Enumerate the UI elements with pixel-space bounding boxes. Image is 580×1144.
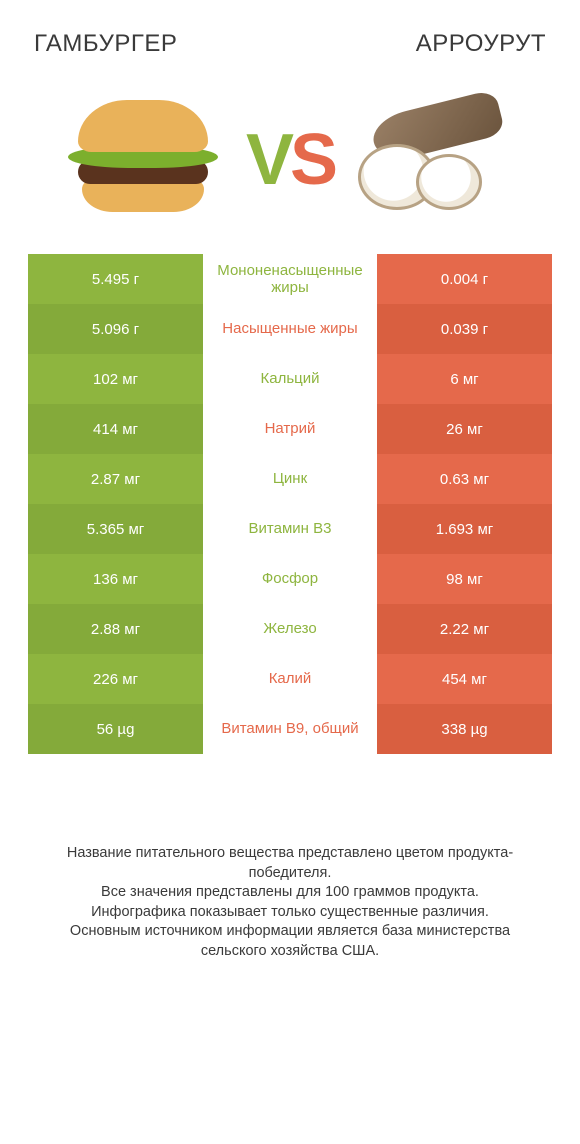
right-value: 98 мг [377, 554, 552, 604]
table-row: 2.88 мгЖелезо2.22 мг [28, 604, 552, 654]
right-value: 0.004 г [377, 254, 552, 304]
nutrient-label: Фосфор [203, 554, 377, 604]
left-value: 136 мг [28, 554, 203, 604]
nutrition-table: 5.495 гМононенасыщенные жиры0.004 г5.096… [28, 254, 552, 754]
versus-row: VS [28, 76, 552, 254]
right-value: 454 мг [377, 654, 552, 704]
right-value: 1.693 мг [377, 504, 552, 554]
footnote-line: Название питательного вещества представл… [67, 845, 513, 881]
footnote-line: Все значения представлены для 100 граммо… [101, 884, 479, 900]
table-row: 136 мгФосфор98 мг [28, 554, 552, 604]
right-food-title: АРРОУРУТ [416, 30, 546, 58]
right-value: 6 мг [377, 354, 552, 404]
nutrient-label: Кальций [203, 354, 377, 404]
table-row: 226 мгКалий454 мг [28, 654, 552, 704]
left-value: 2.87 мг [28, 454, 203, 504]
right-value: 2.22 мг [377, 604, 552, 654]
right-value: 0.039 г [377, 304, 552, 354]
table-row: 5.495 гМононенасыщенные жиры0.004 г [28, 254, 552, 304]
footnote-line: Основным источником информации является … [70, 923, 510, 959]
left-value: 414 мг [28, 404, 203, 454]
right-value: 338 µg [377, 704, 552, 754]
nutrient-label: Витамин B9, общий [203, 704, 377, 754]
table-row: 5.365 мгВитамин B31.693 мг [28, 504, 552, 554]
table-row: 2.87 мгЦинк0.63 мг [28, 454, 552, 504]
left-value: 102 мг [28, 354, 203, 404]
vs-label: VS [246, 124, 334, 196]
table-row: 102 мгКальций6 мг [28, 354, 552, 404]
left-value: 5.495 г [28, 254, 203, 304]
titles-row: ГАМБУРГЕР АРРОУРУТ [28, 30, 552, 76]
nutrient-label: Калий [203, 654, 377, 704]
nutrient-label: Натрий [203, 404, 377, 454]
table-row: 414 мгНатрий26 мг [28, 404, 552, 454]
vs-s: S [290, 120, 334, 200]
left-food-title: ГАМБУРГЕР [34, 30, 177, 58]
vs-v: V [246, 120, 290, 200]
right-value: 0.63 мг [377, 454, 552, 504]
footnote-line: Инфографика показывает только существенн… [91, 904, 489, 920]
hamburger-illustration [68, 100, 228, 220]
table-row: 5.096 гНасыщенные жиры0.039 г [28, 304, 552, 354]
left-value: 5.365 мг [28, 504, 203, 554]
nutrient-label: Витамин B3 [203, 504, 377, 554]
right-value: 26 мг [377, 404, 552, 454]
nutrient-label: Цинк [203, 454, 377, 504]
nutrient-label: Мононенасыщенные жиры [203, 254, 377, 304]
left-value: 226 мг [28, 654, 203, 704]
nutrient-label: Железо [203, 604, 377, 654]
left-value: 2.88 мг [28, 604, 203, 654]
table-row: 56 µgВитамин B9, общий338 µg [28, 704, 552, 754]
nutrient-label: Насыщенные жиры [203, 304, 377, 354]
left-value: 5.096 г [28, 304, 203, 354]
left-value: 56 µg [28, 704, 203, 754]
arrowroot-illustration [352, 100, 512, 220]
footnote: Название питательного вещества представл… [28, 844, 552, 961]
